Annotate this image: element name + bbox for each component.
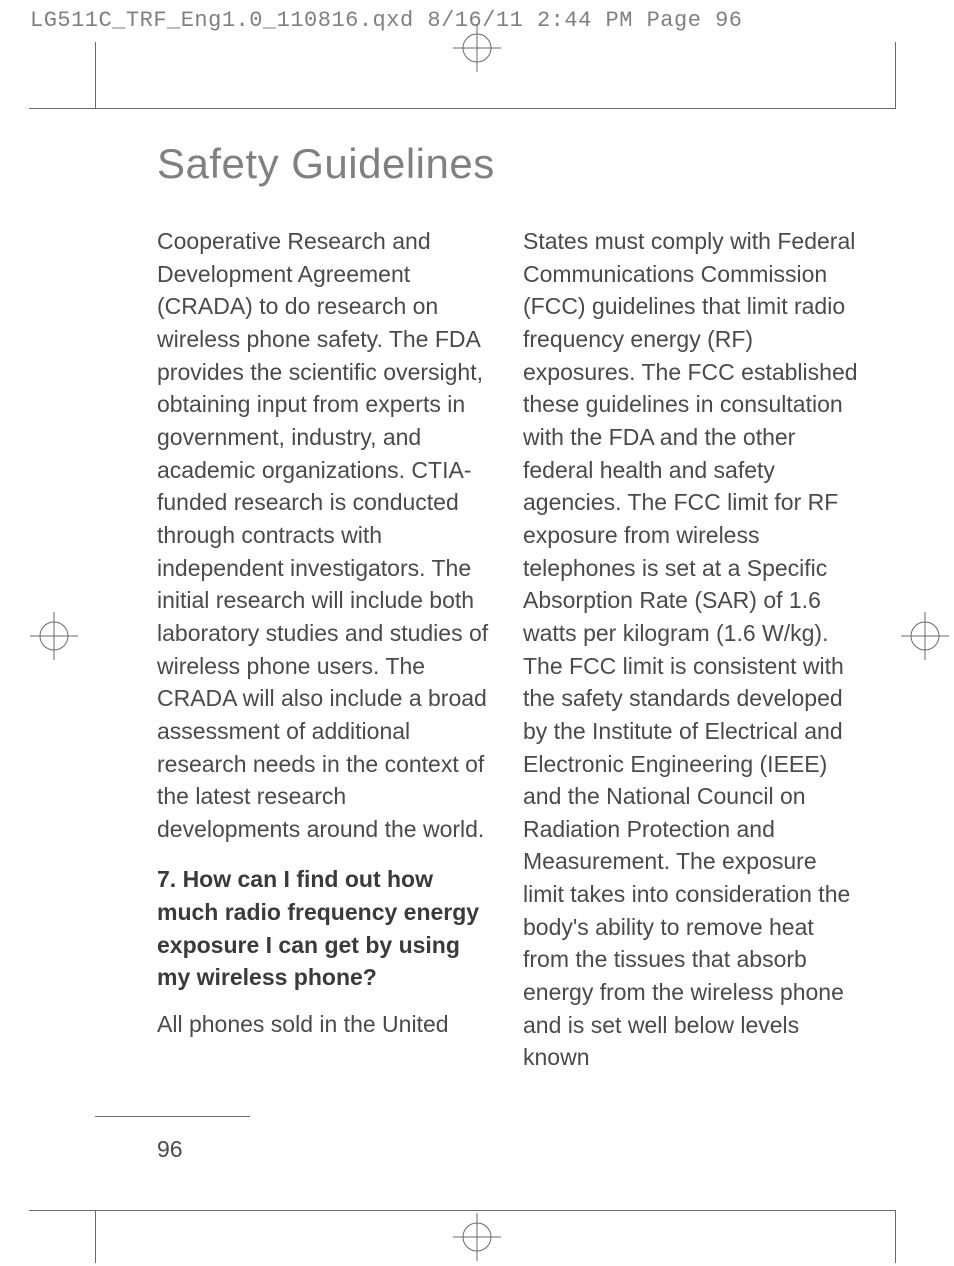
page-number: 96 <box>157 1136 183 1163</box>
paragraph-crada: Cooperative Research and Development Agr… <box>157 225 493 845</box>
page-title: Safety Guidelines <box>157 140 495 188</box>
registration-mark-top-icon <box>453 24 501 72</box>
crop-v-bottom-left <box>95 1211 96 1263</box>
content-area: Cooperative Research and Development Agr… <box>157 225 859 1074</box>
paragraph-fcc: States must comply with Federal Communic… <box>523 225 859 1074</box>
crop-line-bottom <box>95 1210 896 1211</box>
registration-mark-bottom-icon <box>453 1213 501 1261</box>
registration-mark-right-icon <box>901 612 949 660</box>
column-right: States must comply with Federal Communic… <box>523 225 859 1074</box>
page-number-rule <box>95 1116 250 1117</box>
crop-line-top <box>95 108 896 109</box>
crop-line-left <box>29 108 95 109</box>
crop-v-bottom-right <box>895 1211 896 1263</box>
registration-mark-left-icon <box>30 612 78 660</box>
crop-line-bottom-left <box>29 1210 95 1211</box>
paragraph-phones-intro: All phones sold in the United <box>157 1008 493 1041</box>
question-heading-7: 7. How can I find out how much radio fre… <box>157 863 493 994</box>
column-left: Cooperative Research and Development Agr… <box>157 225 493 1074</box>
